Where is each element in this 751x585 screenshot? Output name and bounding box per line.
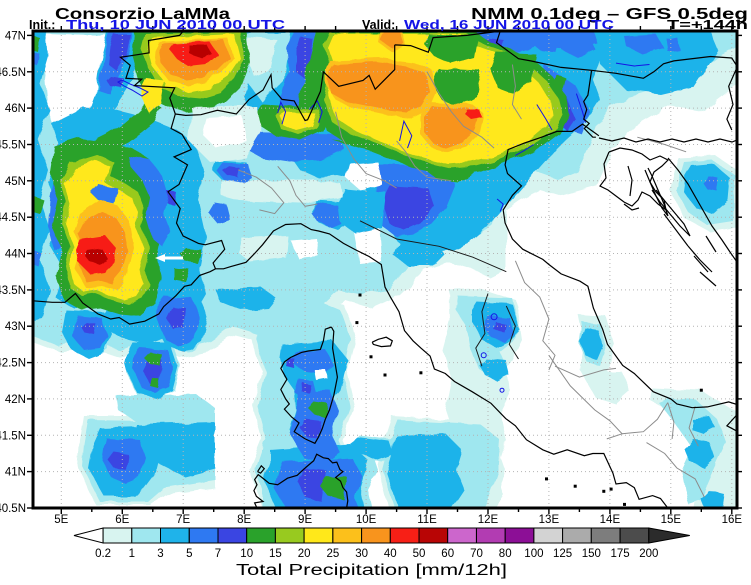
svg-text:47N: 47N [5, 30, 26, 42]
svg-text:Valid:: Valid: [362, 18, 395, 32]
svg-text:44N: 44N [5, 249, 26, 261]
svg-text:150: 150 [582, 548, 601, 560]
svg-text:3: 3 [157, 548, 163, 560]
svg-text:15: 15 [269, 548, 282, 560]
svg-text:1: 1 [129, 548, 135, 560]
svg-text:41N: 41N [5, 467, 26, 479]
svg-text:Consorzio LaMMa: Consorzio LaMMa [55, 6, 230, 23]
svg-text:60: 60 [441, 548, 454, 560]
svg-text:7: 7 [215, 548, 221, 560]
svg-text:30: 30 [355, 548, 368, 560]
svg-text:5: 5 [186, 548, 192, 560]
svg-text:Total Precipitation [mm/12h]: Total Precipitation [mm/12h] [236, 562, 507, 579]
svg-text:0.2: 0.2 [95, 548, 111, 560]
svg-text:45N: 45N [5, 176, 26, 188]
svg-text:40: 40 [384, 548, 397, 560]
svg-text:14E: 14E [600, 514, 621, 526]
svg-text:41.5N: 41.5N [0, 430, 26, 442]
svg-text:46N: 46N [5, 103, 26, 115]
svg-text:43N: 43N [5, 321, 26, 333]
svg-text:T=+144h: T=+144h [667, 18, 748, 32]
svg-text:25: 25 [327, 548, 340, 560]
svg-text:80: 80 [499, 548, 512, 560]
svg-text:44.5N: 44.5N [0, 212, 26, 224]
svg-text:42N: 42N [5, 394, 26, 406]
svg-text:70: 70 [470, 548, 483, 560]
svg-text:7E: 7E [176, 514, 190, 526]
svg-text:46.5N: 46.5N [0, 67, 26, 79]
svg-text:12E: 12E [478, 514, 499, 526]
svg-text:5E: 5E [54, 514, 68, 526]
svg-text:15E: 15E [661, 514, 682, 526]
svg-text:50: 50 [413, 548, 426, 560]
svg-text:Wed, 16 JUN 2010 00 UTC: Wed, 16 JUN 2010 00 UTC [404, 18, 614, 32]
svg-text:NMM 0.1deg – GFS 0.5deg: NMM 0.1deg – GFS 0.5deg [471, 6, 748, 23]
svg-text:6E: 6E [115, 514, 129, 526]
svg-text:8E: 8E [237, 514, 251, 526]
svg-text:9E: 9E [298, 514, 312, 526]
svg-text:40.5N: 40.5N [0, 503, 26, 515]
svg-text:Thu, 10 JUN 2010 00 UTC: Thu, 10 JUN 2010 00 UTC [66, 18, 285, 32]
svg-text:10: 10 [240, 548, 253, 560]
svg-text:16E: 16E [722, 514, 743, 526]
svg-text:43.5N: 43.5N [0, 285, 26, 297]
svg-text:100: 100 [524, 548, 543, 560]
svg-text:45.5N: 45.5N [0, 140, 26, 152]
svg-text:10E: 10E [356, 514, 377, 526]
svg-text:11E: 11E [417, 514, 437, 526]
svg-text:175: 175 [611, 548, 630, 560]
svg-text:20: 20 [298, 548, 311, 560]
svg-text:42.5N: 42.5N [0, 358, 26, 370]
svg-text:13E: 13E [539, 514, 560, 526]
svg-text:200: 200 [639, 548, 658, 560]
svg-text:125: 125 [553, 548, 572, 560]
svg-text:Init.:: Init.: [29, 18, 55, 32]
